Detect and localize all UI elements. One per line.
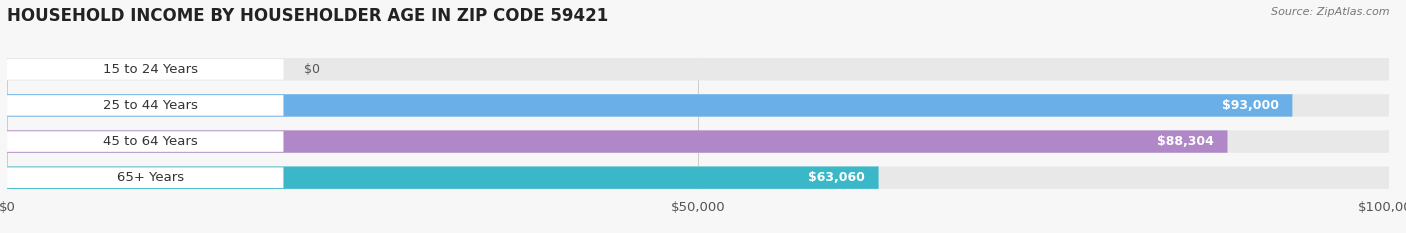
Text: 65+ Years: 65+ Years bbox=[117, 171, 184, 184]
Text: 15 to 24 Years: 15 to 24 Years bbox=[103, 63, 198, 76]
FancyBboxPatch shape bbox=[7, 94, 1389, 117]
Text: 45 to 64 Years: 45 to 64 Years bbox=[104, 135, 198, 148]
Text: $93,000: $93,000 bbox=[1222, 99, 1278, 112]
FancyBboxPatch shape bbox=[7, 59, 284, 80]
FancyBboxPatch shape bbox=[7, 95, 284, 116]
Text: Source: ZipAtlas.com: Source: ZipAtlas.com bbox=[1271, 7, 1389, 17]
FancyBboxPatch shape bbox=[7, 131, 284, 152]
FancyBboxPatch shape bbox=[7, 167, 284, 188]
FancyBboxPatch shape bbox=[7, 58, 1389, 81]
FancyBboxPatch shape bbox=[7, 130, 1389, 153]
Text: $88,304: $88,304 bbox=[1157, 135, 1213, 148]
Text: $63,060: $63,060 bbox=[808, 171, 865, 184]
FancyBboxPatch shape bbox=[7, 94, 1292, 117]
Text: HOUSEHOLD INCOME BY HOUSEHOLDER AGE IN ZIP CODE 59421: HOUSEHOLD INCOME BY HOUSEHOLDER AGE IN Z… bbox=[7, 7, 609, 25]
Text: $0: $0 bbox=[304, 63, 321, 76]
FancyBboxPatch shape bbox=[7, 166, 879, 189]
FancyBboxPatch shape bbox=[7, 130, 1227, 153]
Text: 25 to 44 Years: 25 to 44 Years bbox=[103, 99, 198, 112]
FancyBboxPatch shape bbox=[7, 166, 1389, 189]
